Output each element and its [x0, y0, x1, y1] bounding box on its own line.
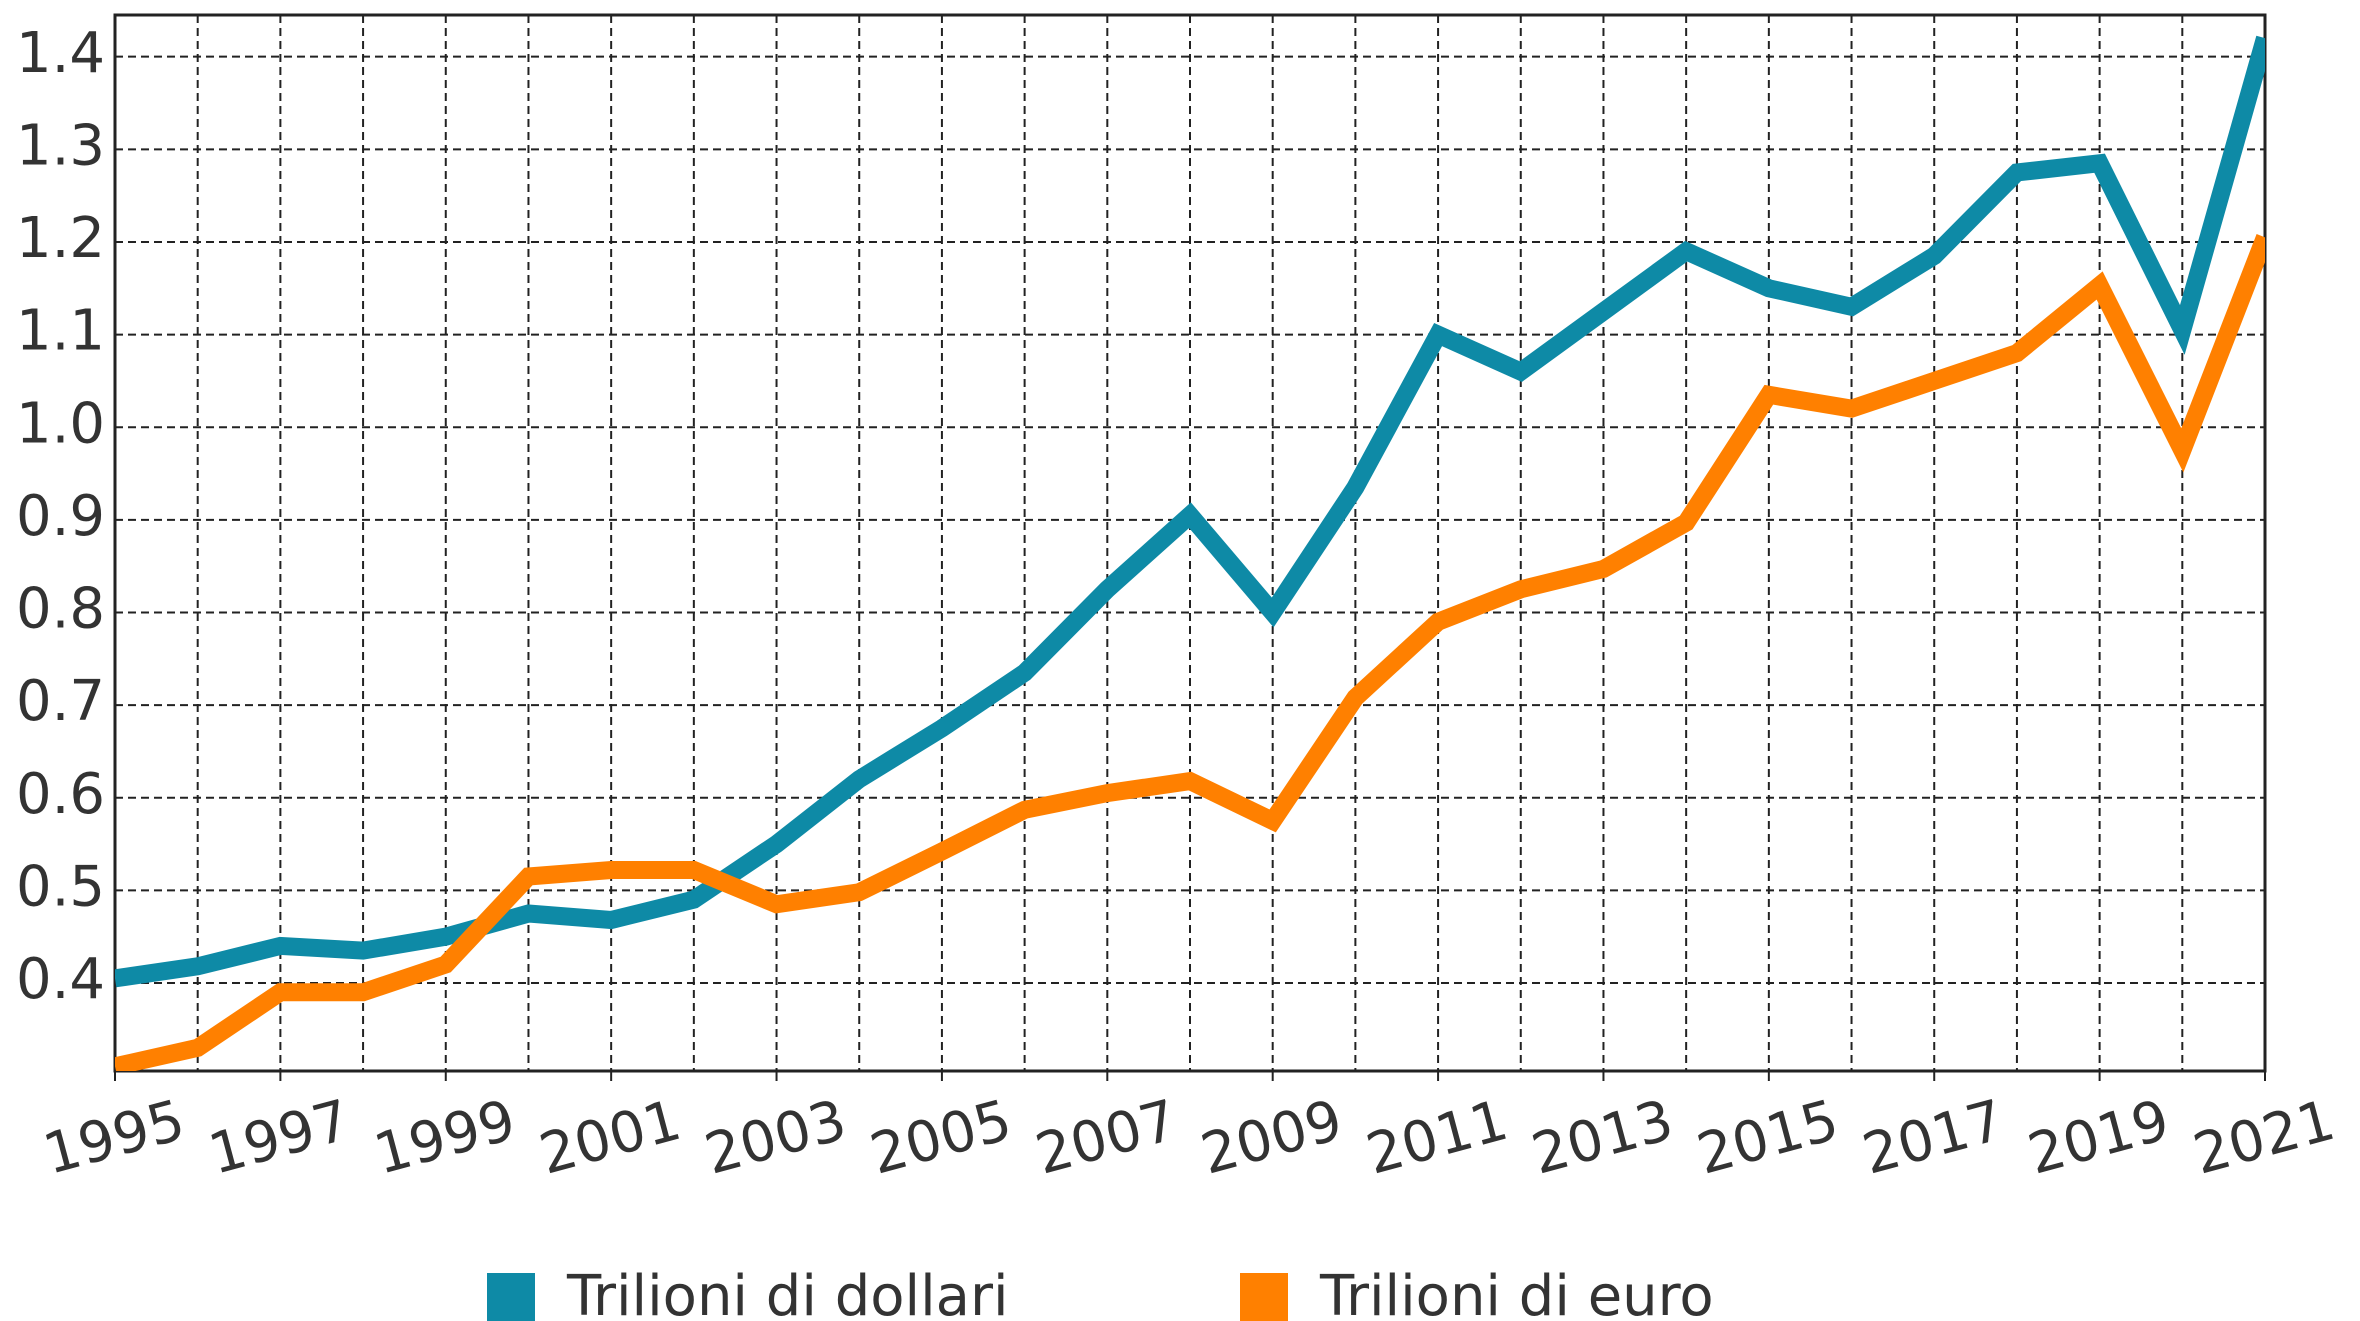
legend-swatch — [1240, 1273, 1288, 1321]
legend-label: Trilioni di dollari — [566, 1264, 1009, 1321]
x-tick-label: 2005 — [864, 1088, 1018, 1188]
y-tick-label: 0.6 — [16, 762, 105, 827]
x-tick-label: 2011 — [1360, 1088, 1514, 1188]
legend-label: Trilioni di euro — [1319, 1264, 1714, 1321]
x-tick-label: 1997 — [202, 1088, 356, 1188]
y-tick-label: 1.2 — [16, 206, 105, 271]
legend-swatch — [487, 1273, 535, 1321]
y-tick-label: 0.4 — [16, 947, 105, 1012]
y-tick-label: 0.5 — [16, 855, 105, 920]
y-tick-label: 1.4 — [16, 21, 105, 86]
y-tick-label: 1.1 — [16, 299, 105, 364]
y-tick-label: 0.9 — [16, 484, 105, 549]
x-tick-label: 2017 — [1856, 1088, 2010, 1188]
y-tick-label: 1.0 — [16, 391, 105, 456]
series-line — [115, 234, 2265, 1071]
y-tick-label: 1.3 — [16, 113, 105, 178]
x-tick-label: 1995 — [37, 1088, 191, 1188]
x-tick-label: 2019 — [2022, 1088, 2176, 1188]
x-tick-label: 2001 — [533, 1088, 687, 1188]
x-tick-label: 2009 — [1195, 1088, 1349, 1188]
x-tick-label: 1999 — [368, 1088, 522, 1188]
x-tick-label: 2021 — [2187, 1088, 2341, 1188]
y-tick-label: 0.7 — [16, 669, 105, 734]
x-tick-label: 2015 — [1691, 1088, 1845, 1188]
x-tick-label: 2003 — [698, 1088, 852, 1188]
x-tick-label: 2007 — [1029, 1088, 1183, 1188]
y-tick-label: 0.8 — [16, 577, 105, 642]
x-tick-label: 2013 — [1525, 1088, 1679, 1188]
plot-frame — [113, 13, 2267, 1073]
